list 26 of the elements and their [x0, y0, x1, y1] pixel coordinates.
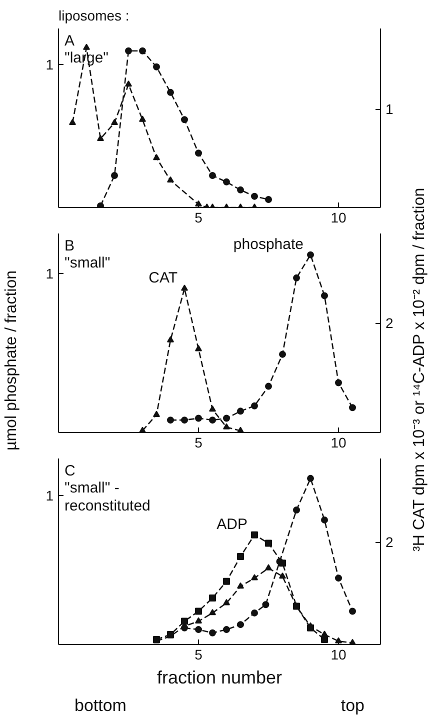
text: 1 [46, 265, 54, 282]
text: 2 [386, 315, 394, 332]
x-tick-label: 10 [330, 210, 346, 226]
x-tick-label: 10 [330, 646, 346, 662]
text: 2 [386, 534, 394, 550]
annotation: "small" [64, 254, 110, 272]
text: 1 [46, 56, 54, 72]
annotation: "small" - reconstituted [64, 480, 150, 514]
text: top [340, 696, 365, 715]
y2-axis-title: ³H CAT dpm x 10⁻³ or ¹⁴C-ADP x 10⁻² dpm / fraction [411, 188, 428, 552]
x-tick-label: 5 [194, 434, 203, 450]
chart-title: liposomes : [58, 8, 130, 24]
series-label: CAT [148, 270, 178, 287]
series-label: phosphate [233, 236, 304, 253]
x-tick-label: 5 [194, 646, 203, 662]
text: B [64, 238, 75, 254]
annotation: A [64, 32, 75, 50]
series-label: ADP [216, 516, 248, 533]
text: 1 [386, 101, 394, 118]
x-tick-label: 10 [330, 434, 346, 450]
x-axis-title: fraction number [156, 668, 282, 688]
x-tick-label: 5 [194, 210, 203, 226]
y-axis-title: µmol phosphate / fraction [3, 270, 20, 450]
text: bottom [74, 696, 126, 715]
annotation: C [64, 462, 76, 480]
text: 1 [46, 488, 54, 504]
